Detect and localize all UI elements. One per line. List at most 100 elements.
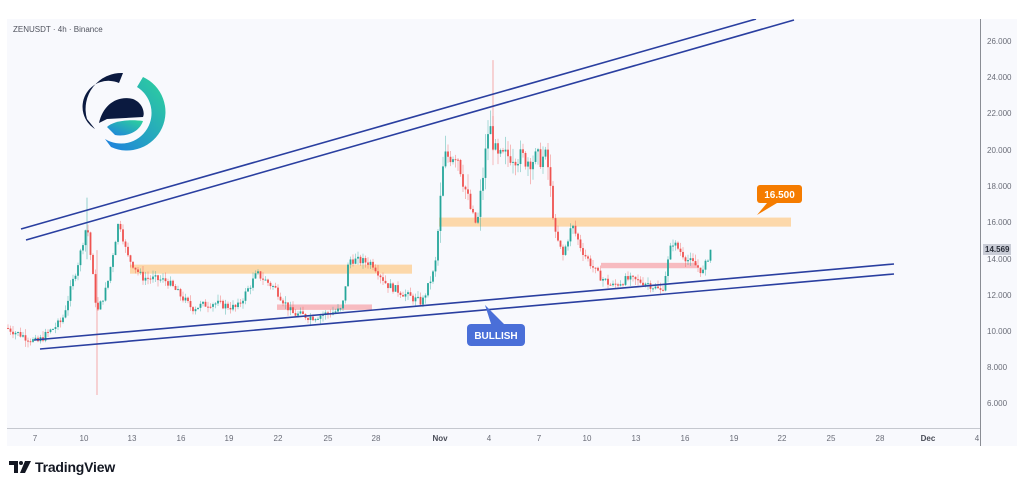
candle-body bbox=[412, 295, 414, 302]
candle-body bbox=[107, 280, 109, 288]
candle-body bbox=[207, 306, 209, 308]
candle-body bbox=[554, 218, 557, 232]
candle-body bbox=[187, 297, 189, 302]
candle-body bbox=[527, 161, 529, 167]
candle-body bbox=[142, 271, 144, 281]
candle-body bbox=[249, 287, 252, 289]
candle-body bbox=[592, 266, 594, 268]
target-price-callout: 16.500 bbox=[757, 185, 802, 215]
candle-body bbox=[694, 261, 697, 266]
candle-body bbox=[182, 296, 184, 301]
candle-body bbox=[397, 285, 399, 293]
candle-body bbox=[589, 258, 592, 267]
time-tick: 22 bbox=[777, 434, 787, 443]
time-tick: 22 bbox=[273, 434, 283, 443]
candle-body bbox=[34, 337, 37, 340]
candle-body bbox=[292, 307, 294, 314]
target-price-label: 16.500 bbox=[764, 190, 795, 201]
candlestick-chart[interactable]: 16.500 BULLISH bbox=[7, 19, 980, 428]
candle-body bbox=[657, 286, 659, 289]
candle-body bbox=[557, 231, 559, 241]
tradingview-branding[interactable]: TradingView bbox=[9, 459, 115, 475]
chart-plot-area[interactable]: 16.500 BULLISH ZENUSDT · 4h · Binance bbox=[7, 19, 980, 428]
candle-body bbox=[252, 278, 254, 288]
trend-channel-line bbox=[33, 263, 895, 341]
candle-body bbox=[22, 335, 24, 337]
candle-body bbox=[49, 329, 52, 333]
candle-body bbox=[74, 275, 77, 279]
candle-body bbox=[102, 300, 104, 302]
candle-body bbox=[477, 216, 479, 223]
candle-body bbox=[17, 332, 19, 334]
candle-body bbox=[517, 163, 519, 166]
candle-body bbox=[7, 327, 9, 329]
price-tick: 24.000 bbox=[987, 73, 1012, 82]
candle-body bbox=[379, 275, 382, 278]
candle-body bbox=[497, 143, 499, 154]
candle-body bbox=[669, 245, 672, 260]
candle-body bbox=[349, 259, 352, 265]
candle-body bbox=[257, 271, 259, 274]
demand-zone bbox=[277, 304, 372, 310]
tradingview-brand-text: TradingView bbox=[35, 459, 116, 475]
candle-body bbox=[12, 331, 14, 335]
candle-body bbox=[64, 310, 67, 318]
price-axis[interactable]: 26.000 24.000 22.000 20.000 18.000 16.00… bbox=[980, 19, 1018, 446]
time-tick: 10 bbox=[582, 434, 592, 443]
candle-body bbox=[134, 267, 137, 270]
time-axis[interactable]: 7 10 13 16 19 22 25 28 Nov 4 7 10 13 16 … bbox=[7, 428, 980, 447]
candle-body bbox=[544, 149, 547, 157]
candle-body bbox=[467, 189, 469, 194]
time-tick: 16 bbox=[680, 434, 690, 443]
candle-body bbox=[387, 283, 389, 289]
candle-body bbox=[52, 328, 54, 330]
candle-body bbox=[609, 284, 612, 286]
candle-body bbox=[507, 149, 509, 157]
time-tick: 19 bbox=[224, 434, 234, 443]
candle-body bbox=[629, 275, 632, 280]
candle-body bbox=[699, 267, 702, 274]
candle-body bbox=[297, 313, 299, 316]
candle-body bbox=[652, 288, 654, 290]
candle-body bbox=[579, 239, 582, 249]
candle-body bbox=[647, 283, 649, 285]
candle-body bbox=[429, 281, 432, 284]
time-tick: Dec bbox=[920, 434, 936, 443]
candle-body bbox=[317, 318, 319, 320]
candle-body bbox=[572, 225, 574, 229]
candle-body bbox=[59, 320, 62, 323]
candle-body bbox=[552, 185, 554, 219]
candle-body bbox=[702, 269, 704, 274]
candle-body bbox=[347, 264, 349, 287]
candle-body bbox=[172, 280, 174, 286]
candle-body bbox=[679, 248, 682, 252]
candle-body bbox=[539, 149, 542, 168]
candle-body bbox=[312, 316, 314, 321]
candle-body bbox=[129, 255, 132, 262]
candle-body bbox=[559, 240, 562, 247]
candle-body bbox=[432, 271, 434, 282]
candle-body bbox=[334, 311, 337, 313]
candle-body bbox=[279, 296, 282, 301]
candle-body bbox=[422, 297, 424, 305]
candle-body bbox=[69, 286, 72, 301]
candle-body bbox=[227, 303, 229, 308]
candle-body bbox=[94, 274, 97, 303]
candle-body bbox=[457, 159, 459, 161]
candle-body bbox=[354, 258, 357, 264]
candle-body bbox=[584, 254, 587, 257]
candle-body bbox=[352, 259, 354, 264]
candle-body bbox=[179, 289, 182, 297]
candle-body bbox=[374, 267, 377, 272]
candle-body bbox=[664, 276, 667, 291]
candle-body bbox=[542, 156, 544, 168]
candle-body bbox=[164, 278, 167, 282]
candle-body bbox=[364, 258, 367, 263]
candle-body bbox=[214, 303, 217, 305]
candle-body bbox=[169, 280, 172, 286]
candle-body bbox=[487, 134, 489, 149]
candle-body bbox=[174, 285, 177, 290]
candle-body bbox=[109, 266, 112, 281]
candle-body bbox=[259, 271, 262, 279]
candle-body bbox=[599, 270, 602, 281]
